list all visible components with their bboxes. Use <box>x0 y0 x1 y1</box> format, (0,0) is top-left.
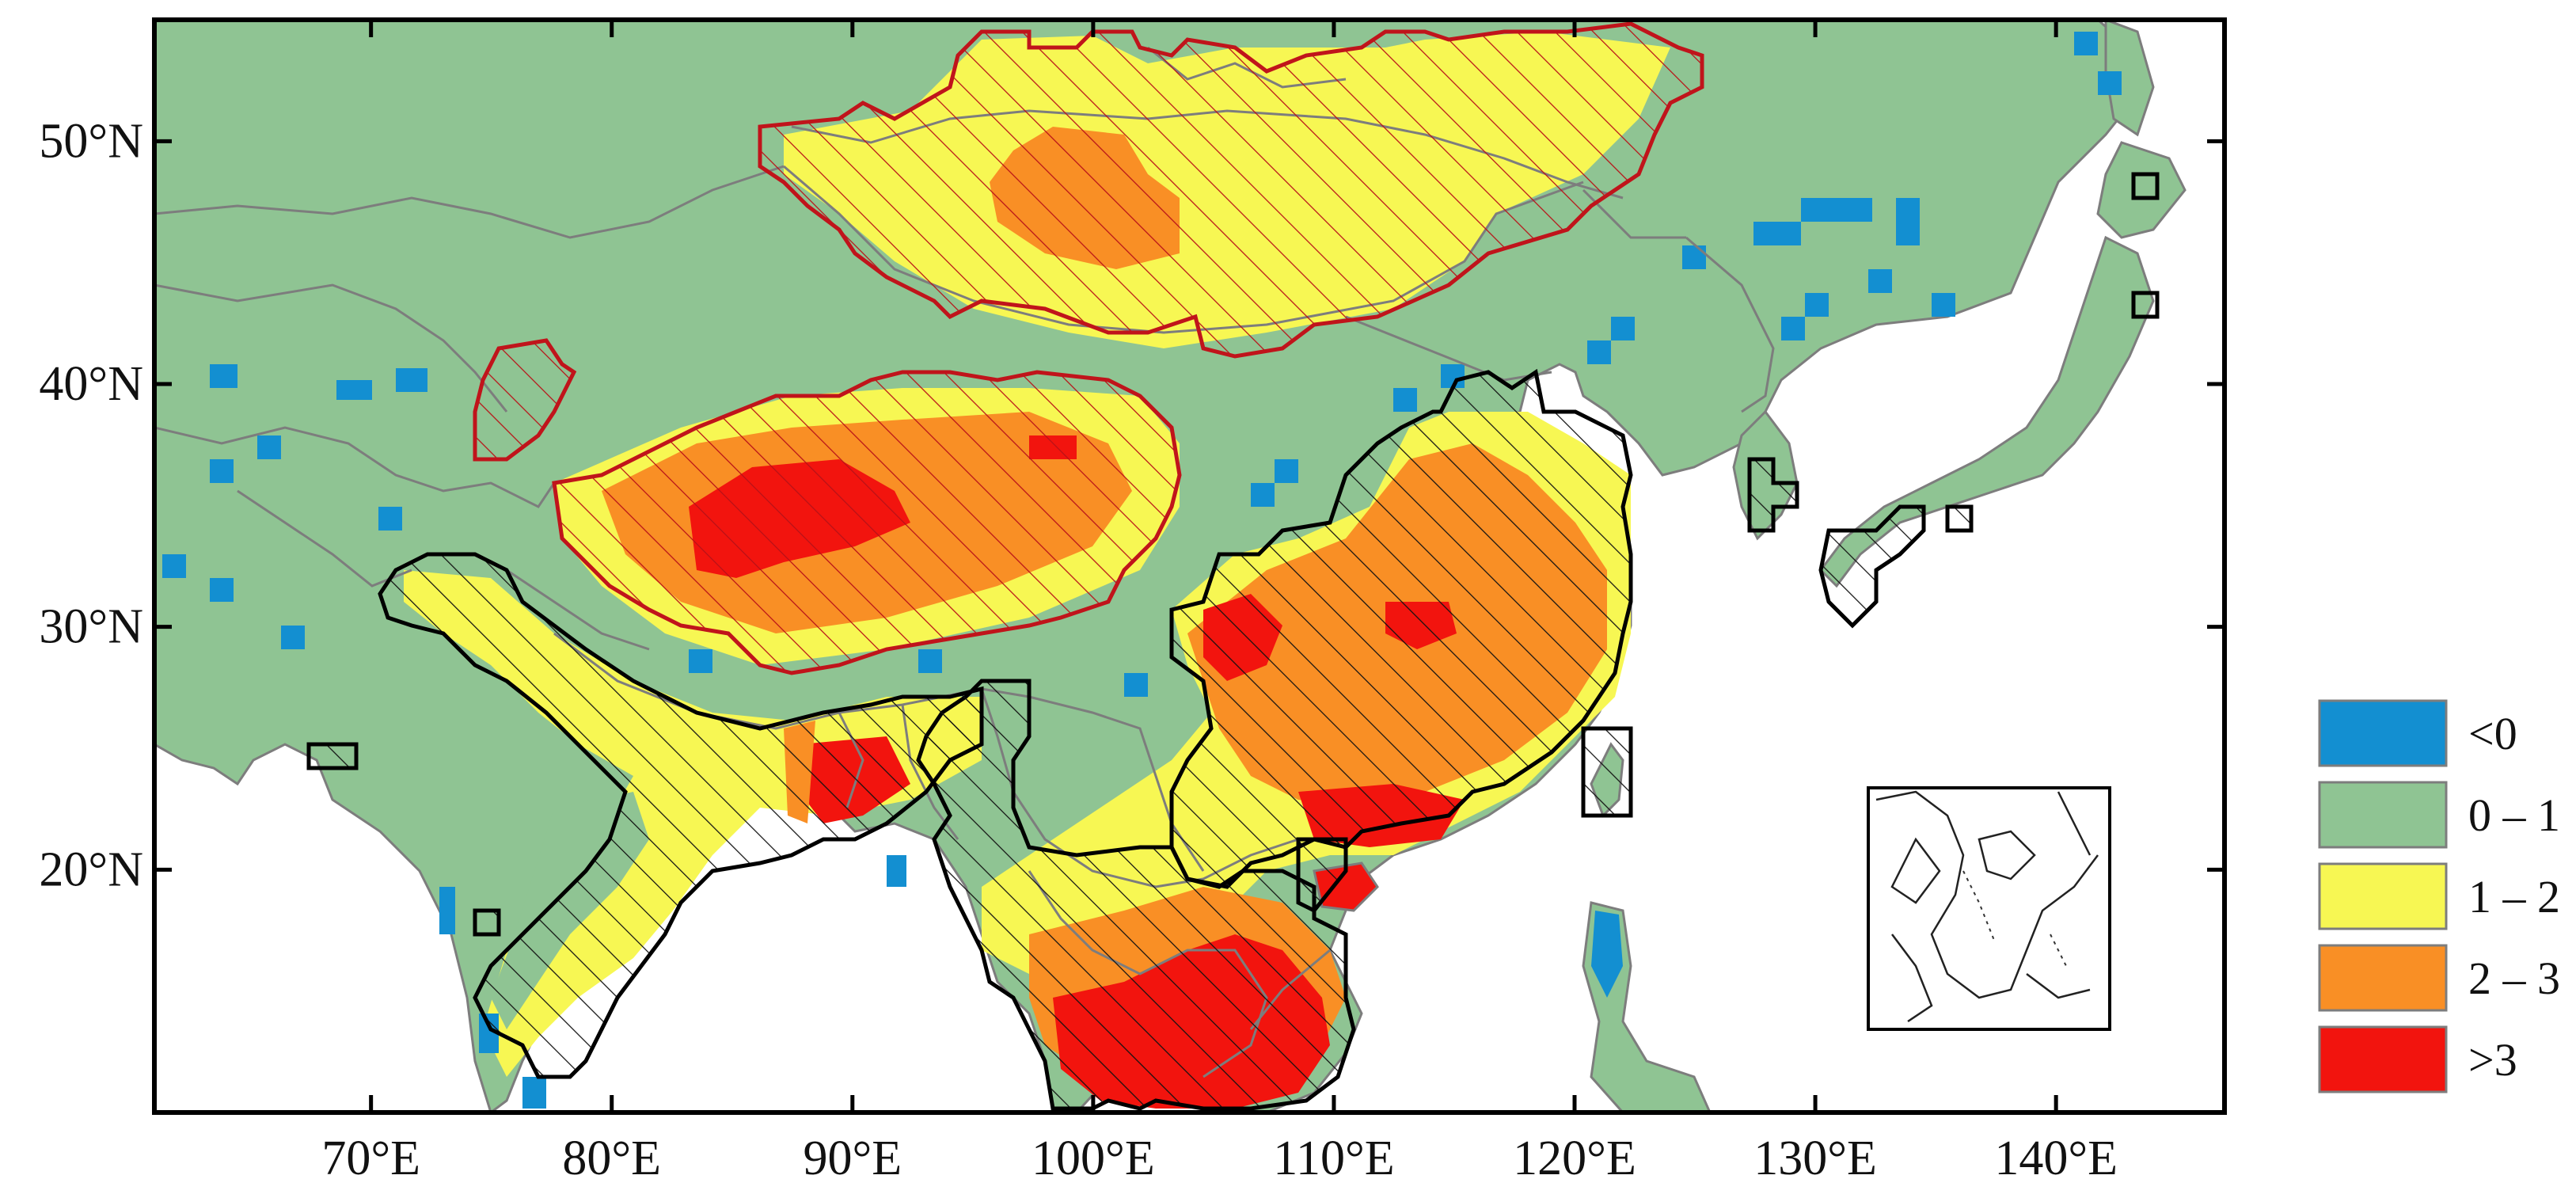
longitude-labels: 70°E 80°E 90°E 100°E 110°E 120°E 130°E 140°E <box>321 1131 2118 1185</box>
x-tick-label: 70°E <box>321 1131 420 1185</box>
x-tick-label: 90°E <box>803 1131 902 1185</box>
legend-label: <0 <box>2468 708 2517 759</box>
x-tick-label: 130°E <box>1753 1131 1877 1185</box>
hatched-cell-india-small <box>473 908 501 937</box>
hatched-cell-hokkaido-1 <box>2131 172 2160 200</box>
x-tick-label: 100°E <box>1032 1131 1155 1185</box>
hatched-region-japan <box>1818 504 1926 629</box>
hatched-cell-leizhou <box>1296 837 1348 914</box>
hatched-cell-japan-east <box>1945 504 1974 533</box>
hatched-cell-gujarat <box>306 742 359 770</box>
legend-swatch <box>2318 781 2448 849</box>
y-tick-label: 50°N <box>39 114 143 168</box>
hatched-region-mongolia <box>758 21 1704 359</box>
x-tick-label: 140°E <box>1994 1131 2118 1185</box>
hatched-region-india <box>378 552 984 1079</box>
luzon-blue <box>1591 911 1623 998</box>
hatched-region-taiwan <box>1581 726 1633 818</box>
y-tick-label: 20°N <box>39 842 143 896</box>
hatched-region-indochina <box>916 679 1356 1111</box>
legend: <0 0 – 1 1 – 2 2 – 3 >3 <box>2318 699 2560 1093</box>
x-tick-label: 110°E <box>1273 1131 1394 1185</box>
x-tick-label: 80°E <box>562 1131 661 1185</box>
hatched-region-tibet <box>552 370 1182 675</box>
inset-map <box>1867 786 2111 1031</box>
latitude-labels: 20°N 30°N 40°N 50°N <box>39 114 143 896</box>
legend-swatch <box>2318 1025 2448 1093</box>
legend-swatch <box>2318 944 2448 1012</box>
hatched-region-xinjiang <box>473 338 577 462</box>
legend-label: >3 <box>2468 1034 2517 1086</box>
legend-label: 1 – 2 <box>2468 871 2560 922</box>
legend-label: 0 – 1 <box>2468 789 2560 841</box>
hatched-region-korea <box>1747 457 1799 533</box>
map-frame <box>152 17 2227 1115</box>
hokkaido-land <box>2096 141 2187 239</box>
axis-ticks <box>154 20 2225 1112</box>
y-tick-label: 30°N <box>39 600 143 654</box>
legend-label: 2 – 3 <box>2468 953 2560 1004</box>
legend-swatch <box>2318 862 2448 930</box>
x-tick-label: 120°E <box>1513 1131 1636 1185</box>
y-tick-label: 40°N <box>39 357 143 411</box>
hatched-cell-hokkaido-2 <box>2131 291 2160 319</box>
legend-swatch <box>2318 699 2448 767</box>
negative-cells <box>162 32 2122 1109</box>
